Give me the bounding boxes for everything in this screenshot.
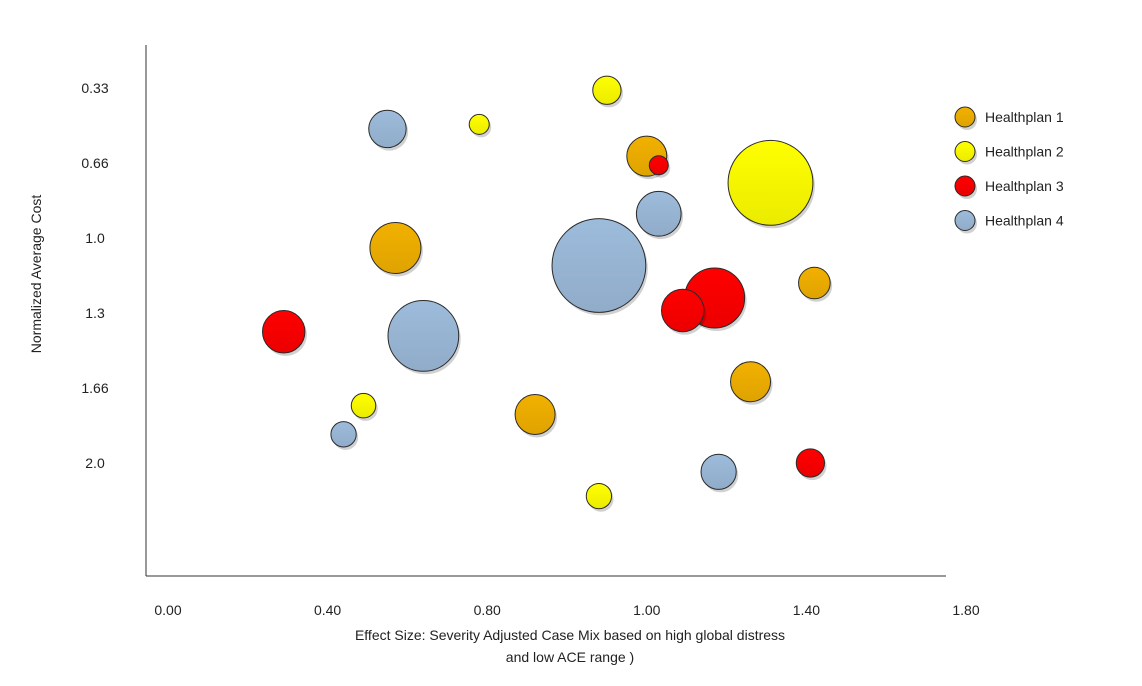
x-tick-label: 0.40 [314,602,341,618]
bubble [350,392,377,419]
bubble [727,139,814,226]
bubble [730,361,772,403]
bubble [660,288,705,333]
x-tick-label: 1.00 [633,602,660,618]
x-tick-label: 0.00 [154,602,181,618]
legend-swatch [954,106,976,128]
legend-label: Healthplan 4 [985,213,1064,229]
bubble [585,482,613,510]
x-tick-label: 1.80 [952,602,979,618]
y-tick-label: 2.0 [85,455,105,471]
bubble [551,218,647,313]
bubble [795,448,826,478]
x-tick-label: 1.40 [793,602,820,618]
y-tick-label: 1.0 [85,230,105,246]
bubble [635,190,682,237]
y-tick-label: 1.66 [81,380,108,396]
bubble [700,453,737,490]
bubble [368,109,407,149]
legend-swatch [954,141,976,162]
y-tick-label: 0.33 [81,80,108,96]
bubble [468,113,490,135]
x-axis-title-line-2: and low ACE range ) [506,649,634,665]
bubble [648,155,669,176]
y-axis-title: Normalized Average Cost [28,195,44,354]
y-tick-label: 1.3 [85,305,105,321]
y-tick-label: 0.66 [81,155,108,171]
legend-label: Healthplan 1 [985,109,1064,125]
x-axis-title-line-1: Effect Size: Severity Adjusted Case Mix … [355,627,785,643]
bubble [387,300,460,372]
legend-label: Healthplan 3 [985,178,1064,194]
x-tick-labels: 0.00 0.40 0.80 1.00 1.40 1.80 [154,602,979,618]
bubble [261,310,306,354]
bubbles [261,75,833,512]
legend-label: Healthplan 2 [985,144,1064,160]
legend-swatch [954,175,976,197]
axes [145,45,946,577]
x-tick-label: 0.80 [474,602,501,618]
bubble [798,266,831,300]
bubble [330,421,357,448]
legend-swatch [954,210,976,231]
y-tick-labels: 0.33 0.66 1.0 1.3 1.66 2.0 [81,80,108,471]
bubble [592,75,622,105]
bubble [514,393,556,435]
legend: Healthplan 1 Healthplan 2 Healthplan 3 Heal… [954,106,1064,234]
bubble [369,222,422,274]
